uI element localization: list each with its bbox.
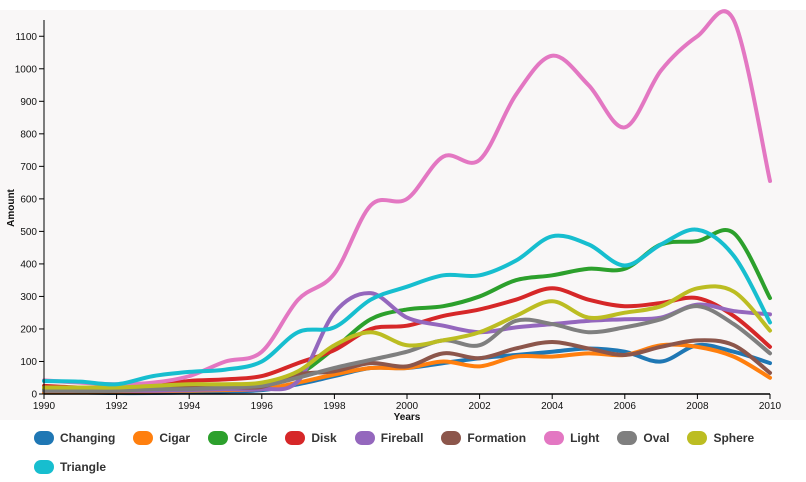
series-line-triangle[interactable]	[42, 227, 772, 387]
legend-label: Fireball	[380, 431, 424, 445]
legend-swatch	[133, 431, 154, 445]
y-tick-label: 500	[20, 227, 37, 238]
plot-background	[0, 10, 806, 420]
y-tick-label: 600	[20, 194, 37, 205]
legend-item-fireball[interactable]: Fireball	[351, 428, 424, 448]
x-tick-label: 1994	[178, 401, 201, 412]
line-chart: 1990 1992 1994 1996 1998 2000 2002 2004 2006 2008…	[0, 9, 806, 423]
legend-item-sphere[interactable]: Sphere	[683, 428, 754, 448]
y-tick-label: 700	[20, 162, 37, 173]
legend-swatch	[687, 431, 708, 445]
legend-swatch	[544, 431, 565, 445]
y-tick-label: 1000	[15, 64, 38, 75]
y-tick-label: 100	[20, 357, 37, 368]
legend-item-triangle[interactable]: Triangle	[30, 457, 106, 477]
series-line-sphere[interactable]	[42, 284, 772, 390]
legend-swatch	[208, 431, 229, 445]
x-tick-label: 1990	[33, 401, 56, 412]
series-lines	[42, 9, 772, 396]
legend-swatch	[441, 431, 462, 445]
legend-label: Triangle	[60, 460, 107, 474]
legend-label: Formation	[467, 431, 527, 445]
x-tick-label: 2004	[541, 401, 564, 412]
legend: Changing Cigar Circle Disk Fireball Formation…	[30, 428, 790, 477]
y-tick-label: 0	[31, 390, 37, 401]
legend-item-light[interactable]: Light	[540, 428, 599, 448]
series-line-light[interactable]	[42, 9, 772, 387]
legend-item-oval[interactable]: Oval	[613, 428, 669, 448]
x-tick-label: 2006	[614, 401, 637, 412]
series-line-oval[interactable]	[42, 304, 772, 393]
y-tick-label: 300	[20, 292, 37, 303]
legend-item-changing[interactable]: Changing	[30, 428, 115, 448]
y-ticks: 0 100 200 300 400 500 600 700 800 900 1000 1100	[15, 32, 44, 401]
legend-swatch	[34, 431, 54, 445]
legend-swatch	[354, 431, 375, 445]
x-tick-label: 2000	[396, 401, 419, 412]
legend-item-disk[interactable]: Disk	[281, 428, 337, 448]
x-ticks: 1990 1992 1994 1996 1998 2000 2002 2004 2006 2008…	[33, 394, 782, 412]
x-tick-label: 2010	[759, 401, 782, 412]
y-tick-label: 400	[20, 259, 37, 270]
y-tick-label: 900	[20, 97, 37, 108]
legend-label: Cigar	[159, 431, 191, 445]
y-tick-label: 1100	[15, 32, 37, 43]
x-tick-label: 2002	[468, 401, 491, 412]
legend-label: Circle	[234, 431, 268, 445]
x-tick-label: 2008	[686, 401, 709, 412]
legend-item-formation[interactable]: Formation	[437, 428, 526, 448]
legend-label: Disk	[311, 431, 337, 445]
legend-label: Light	[570, 431, 600, 445]
x-axis-title: Years	[394, 412, 421, 423]
y-tick-label: 200	[20, 324, 37, 335]
legend-label: Oval	[643, 431, 670, 445]
legend-item-circle[interactable]: Circle	[204, 428, 267, 448]
x-tick-label: 1992	[105, 401, 128, 412]
legend-label: Sphere	[713, 431, 755, 445]
y-tick-label: 800	[20, 129, 37, 140]
legend-swatch	[34, 460, 54, 474]
x-tick-label: 1996	[251, 401, 274, 412]
legend-swatch	[285, 431, 306, 445]
legend-swatch	[617, 431, 638, 445]
legend-item-cigar[interactable]: Cigar	[129, 428, 190, 448]
axes: 1990 1992 1994 1996 1998 2000 2002 2004 2006 2008…	[6, 20, 782, 423]
y-axis-title: Amount	[6, 188, 17, 226]
x-tick-label: 1998	[323, 401, 346, 412]
legend-label: Changing	[60, 431, 116, 445]
